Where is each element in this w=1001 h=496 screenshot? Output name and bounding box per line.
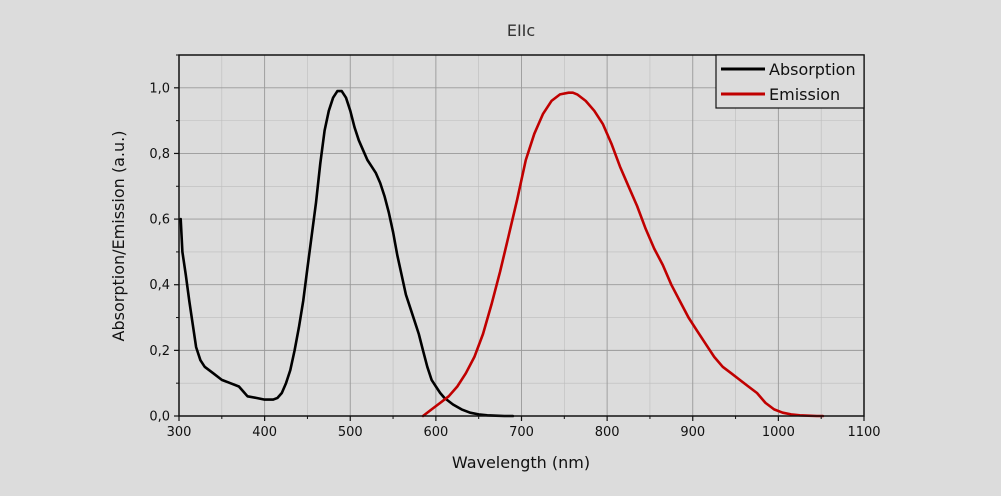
y-tick-label: 0,6 [149,213,170,228]
legend-label-emission: Emission [769,85,840,104]
y-tick-label: 0,8 [149,147,170,162]
y-tick-label: 1,0 [149,81,170,96]
series-group [179,89,825,418]
x-axis: 300 400 500 600 700 800 900 1000 1100 [167,416,881,440]
y-tick-label: 0,4 [149,278,170,293]
legend: Absorption Emission [715,54,865,109]
grid [178,54,865,417]
legend-label-absorption: Absorption [769,60,856,79]
x-tick-label: 600 [423,425,448,440]
y-tick-label: 0,0 [149,410,170,425]
x-tick-label: 1000 [762,425,795,440]
x-tick-label: 700 [509,425,534,440]
x-tick-label: 800 [595,425,620,440]
y-axis: 0,0 0,2 0,4 0,6 0,8 1,0 [149,54,179,425]
legend-box [715,54,865,109]
x-tick-label: 900 [680,425,705,440]
x-axis-title: Wavelength (nm) [452,453,590,472]
series-line-absorption [179,89,515,418]
x-tick-label: 500 [338,425,363,440]
y-tick-label: 0,2 [149,344,170,359]
x-tick-label: 1100 [847,425,880,440]
chart-title: EIIc [507,21,535,40]
y-axis-title: Absorption/Emission (a.u.) [109,131,128,342]
x-tick-label: 300 [167,425,192,440]
x-tick-label: 400 [252,425,277,440]
series-line-emission [421,91,825,418]
